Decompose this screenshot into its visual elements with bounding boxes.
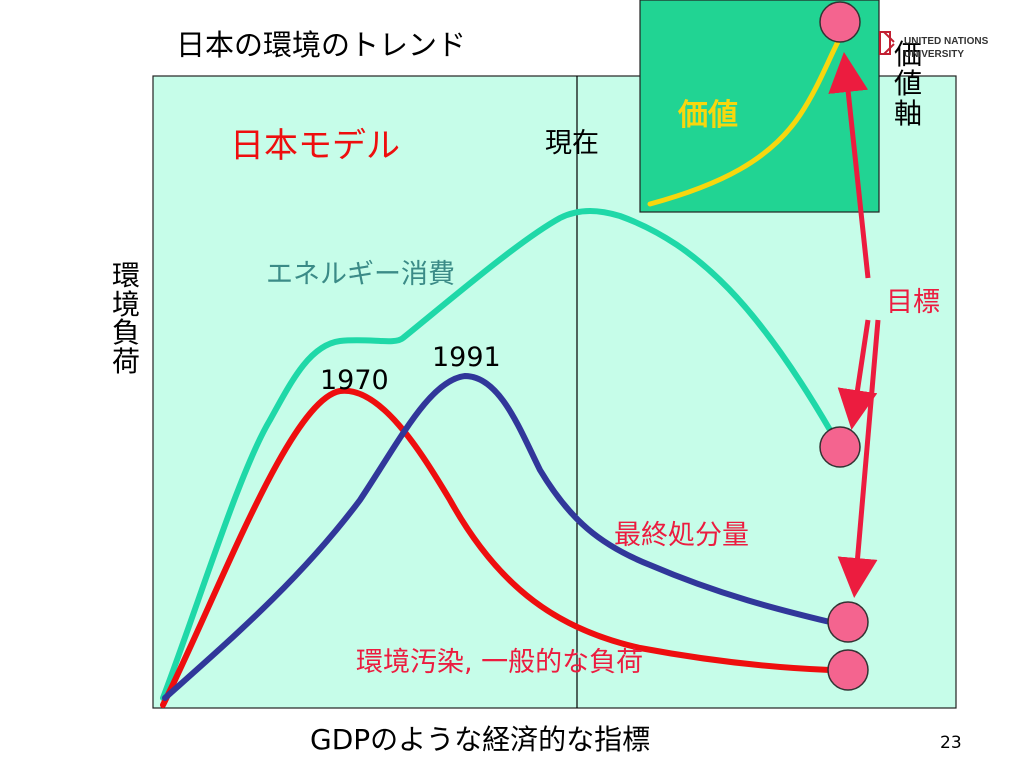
disposal-arrow-down — [837, 319, 881, 598]
energy-consumption-curve — [160, 208, 833, 701]
value-axis-label: 価値軸 — [893, 38, 922, 130]
final-disposal-label: 最終処分量 — [614, 520, 749, 551]
disposal-target-circle — [827, 601, 869, 643]
energy-arrow-down — [837, 319, 878, 430]
target-label: 目標 — [886, 287, 940, 318]
un-logo-text: UNITED NATIONS UNIVERSITY — [904, 36, 989, 60]
pollution-curve — [160, 387, 833, 708]
value-arrow-up — [828, 52, 871, 279]
final-disposal-curve — [162, 372, 833, 701]
year-1970-label: 1970 — [320, 365, 389, 396]
present-label: 現在 — [545, 128, 599, 159]
slide-number: 23 — [940, 733, 962, 753]
energy-consumption-label: エネルギー消費 — [266, 259, 455, 290]
year-1991-label: 1991 — [432, 342, 501, 373]
slide-title: 日本の環境のトレンド — [176, 28, 467, 62]
un-university-logo — [879, 31, 895, 55]
energy-target-circle — [819, 426, 861, 468]
x-axis-title: GDPのような経済的な指標 — [310, 723, 651, 756]
japan-model-label: 日本モデル — [230, 126, 400, 166]
pollution-label: 環境汚染, 一般的な負荷 — [356, 647, 643, 678]
value-target-circle — [819, 1, 861, 43]
y-axis-title: 環境負荷 — [111, 259, 140, 378]
pollution-target-circle — [827, 649, 869, 691]
value-label: 価値 — [677, 98, 738, 133]
